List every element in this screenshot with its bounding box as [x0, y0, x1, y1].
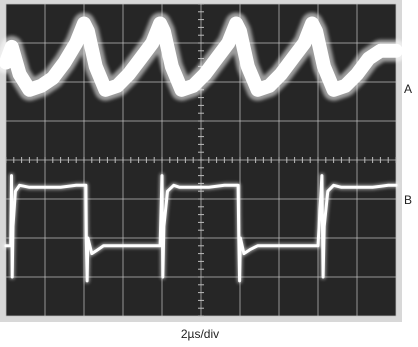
time-per-division-label: 2µs/div: [180, 327, 220, 341]
channel-label-a: A: [404, 82, 413, 96]
trace-a: [0, 16, 403, 97]
channel-label-b: B: [404, 193, 413, 207]
trace-b: [4, 174, 398, 283]
